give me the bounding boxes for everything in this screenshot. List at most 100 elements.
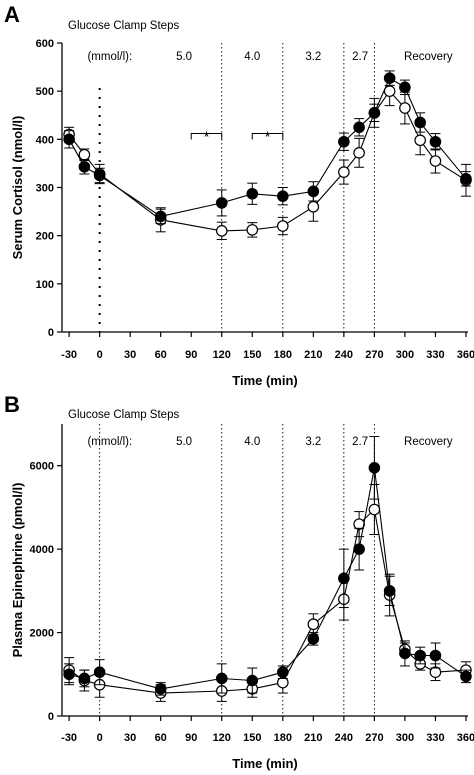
x-tick-label: 270: [365, 732, 383, 744]
data-point-filled: [353, 543, 365, 555]
data-point-filled: [383, 585, 396, 597]
data-point-filled: [338, 135, 350, 148]
clamp-step-label: 5.0: [176, 51, 192, 63]
chart-panel-a: A 0 100 200 300 400 500 600 -30 0 30 60 90 120 150 180 2…: [4, 2, 474, 388]
x-tick-label: 0: [97, 349, 103, 361]
x-axis-title: Time (min): [232, 373, 298, 388]
x-tick-label: 240: [335, 349, 353, 361]
x-tick-label: 270: [365, 349, 383, 361]
data-point-filled: [429, 649, 442, 662]
data-point-filled: [307, 633, 320, 645]
x-tick-label: 30: [124, 732, 136, 744]
series-filled: [63, 70, 472, 225]
x-tick-label: 90: [185, 349, 197, 361]
y-axis-title: Plasma Epinephrine (pmol/l): [10, 483, 25, 658]
y-tick-label: 600: [36, 38, 54, 50]
data-point-filled: [368, 107, 381, 119]
data-point-filled: [368, 461, 381, 474]
data-point-filled: [399, 81, 411, 94]
data-point-filled: [383, 72, 396, 84]
clamp-step-label: 3.2: [305, 51, 321, 63]
x-tick-label: 330: [426, 732, 444, 744]
data-point-open: [338, 166, 350, 178]
x-tick-label: 180: [274, 732, 292, 744]
data-point-open: [429, 155, 442, 167]
data-point-filled: [307, 185, 320, 198]
data-point-filled: [414, 116, 426, 129]
data-point-filled: [246, 187, 259, 200]
x-tick-label: 30: [124, 349, 136, 361]
x-tick-label: 60: [155, 349, 167, 361]
x-tick-label: 360: [457, 732, 474, 744]
data-point-filled: [63, 668, 75, 681]
x-tick-label: 0: [97, 732, 103, 744]
data-point-open: [246, 224, 259, 236]
data-point-open: [307, 618, 320, 631]
x-tick-label: 360: [457, 349, 474, 361]
x-axis-title: Time (min): [232, 756, 298, 771]
data-point-filled: [460, 173, 472, 185]
data-point-open: [368, 503, 381, 516]
x-tick-label: 300: [396, 732, 414, 744]
data-point-open: [399, 102, 411, 114]
clamp-step-label: 4.0: [244, 436, 260, 448]
data-point-filled: [246, 674, 259, 687]
x-tick-label: 120: [213, 349, 231, 361]
x-tick-label: 150: [243, 732, 261, 744]
y-tick-label: 100: [36, 279, 54, 291]
data-point-filled: [277, 190, 289, 202]
data-point-open: [429, 666, 442, 678]
data-point-open: [414, 134, 426, 147]
x-tick-label: 150: [243, 349, 261, 361]
clamp-step-label: 2.7: [352, 51, 368, 63]
y-tick-label: 2000: [30, 628, 54, 640]
panel-letter: B: [4, 392, 20, 417]
data-point-filled: [215, 197, 228, 209]
data-point-open: [307, 200, 320, 213]
data-point-filled: [78, 672, 91, 685]
data-point-filled: [429, 135, 442, 148]
data-point-open: [78, 148, 91, 161]
x-tick-label: 90: [185, 732, 197, 744]
x-tick-label: 240: [335, 732, 353, 744]
data-point-open: [353, 147, 365, 159]
x-tick-label: 330: [426, 349, 444, 361]
x-tick-label: 60: [155, 732, 167, 744]
clamp-step-label: 3.2: [305, 436, 321, 448]
clamp-step-label: 5.0: [176, 436, 192, 448]
data-point-filled: [63, 133, 75, 146]
x-tick-label: -30: [61, 732, 77, 744]
series-line-open: [68, 90, 467, 232]
data-point-open: [277, 676, 289, 689]
data-point-filled: [154, 683, 167, 695]
clamp-step-label: 2.7: [352, 436, 368, 448]
y-tick-label: 0: [48, 711, 54, 723]
data-point-open: [215, 225, 228, 237]
clamp-step-label: 4.0: [244, 51, 260, 63]
y-tick-label: 4000: [30, 544, 54, 556]
x-tick-label: 300: [396, 349, 414, 361]
data-point-filled: [353, 121, 365, 134]
significance-star: *: [265, 129, 271, 146]
data-point-filled: [277, 666, 289, 678]
clamp-step-label: Recovery: [404, 51, 453, 63]
significance-bracket: [251, 133, 284, 140]
clamp-step-label: (mmol/l):: [87, 51, 132, 63]
data-point-filled: [460, 670, 472, 683]
data-point-filled: [338, 572, 350, 585]
data-point-filled: [399, 647, 411, 660]
significance-bracket: [190, 133, 223, 140]
y-tick-label: 6000: [30, 461, 54, 473]
series-open: [63, 76, 472, 241]
y-tick-label: 400: [36, 134, 54, 146]
data-point-filled: [78, 160, 91, 173]
chart-panel-b: B 0 2000 4000 6000 -30 0 30 60 90 120 150 180 210 240 2…: [4, 392, 474, 771]
clamp-step-label: (mmol/l):: [87, 436, 132, 448]
x-tick-label: 210: [304, 349, 322, 361]
y-tick-label: 200: [36, 231, 54, 243]
x-tick-label: 120: [213, 732, 231, 744]
data-point-filled: [154, 210, 167, 223]
panel-letter: A: [4, 2, 20, 27]
data-point-filled: [215, 672, 228, 685]
